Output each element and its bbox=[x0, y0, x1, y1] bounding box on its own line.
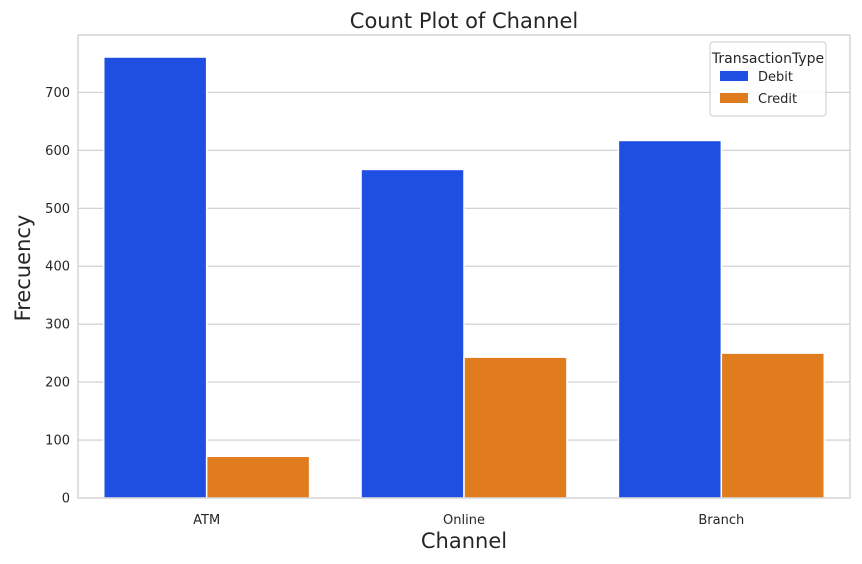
y-tick-label: 300 bbox=[45, 318, 70, 333]
bar-debit-branch bbox=[617, 139, 723, 499]
y-tick-label: 0 bbox=[62, 492, 70, 507]
y-tick-labels: 0 100 200 300 400 500 600 700 bbox=[45, 86, 70, 507]
y-tick-label: 200 bbox=[45, 376, 70, 391]
legend-swatch-debit bbox=[720, 71, 748, 81]
bar-debit-atm bbox=[102, 56, 208, 499]
y-axis-title: Frecuency bbox=[11, 215, 35, 322]
bar-credit-branch bbox=[720, 352, 826, 499]
legend-swatch-credit bbox=[720, 93, 748, 103]
legend-title: TransactionType bbox=[711, 51, 824, 67]
y-tick-label: 600 bbox=[45, 144, 70, 159]
y-tick-label: 500 bbox=[45, 202, 70, 217]
y-tick-label: 700 bbox=[45, 86, 70, 101]
plot-frame bbox=[77, 34, 851, 499]
chart-title: Count Plot of Channel bbox=[350, 9, 578, 33]
x-tick-labels: ATM Online Branch bbox=[193, 513, 744, 528]
bar-credit-online bbox=[463, 356, 568, 499]
y-tick-label: 400 bbox=[45, 260, 70, 275]
x-axis-title: Channel bbox=[421, 529, 507, 553]
legend-items: Debit Credit bbox=[720, 70, 797, 107]
legend-label-credit: Credit bbox=[758, 92, 797, 107]
bar-debit-online bbox=[360, 168, 465, 499]
y-tick-label: 100 bbox=[45, 434, 70, 449]
x-tick-label: ATM bbox=[193, 513, 220, 528]
bars bbox=[102, 56, 826, 499]
x-tick-label: Online bbox=[443, 513, 485, 528]
legend-label-debit: Debit bbox=[758, 70, 793, 85]
bar-credit-atm bbox=[205, 455, 311, 499]
legend: TransactionType Debit Credit bbox=[709, 41, 827, 117]
x-tick-label: Branch bbox=[698, 513, 744, 528]
